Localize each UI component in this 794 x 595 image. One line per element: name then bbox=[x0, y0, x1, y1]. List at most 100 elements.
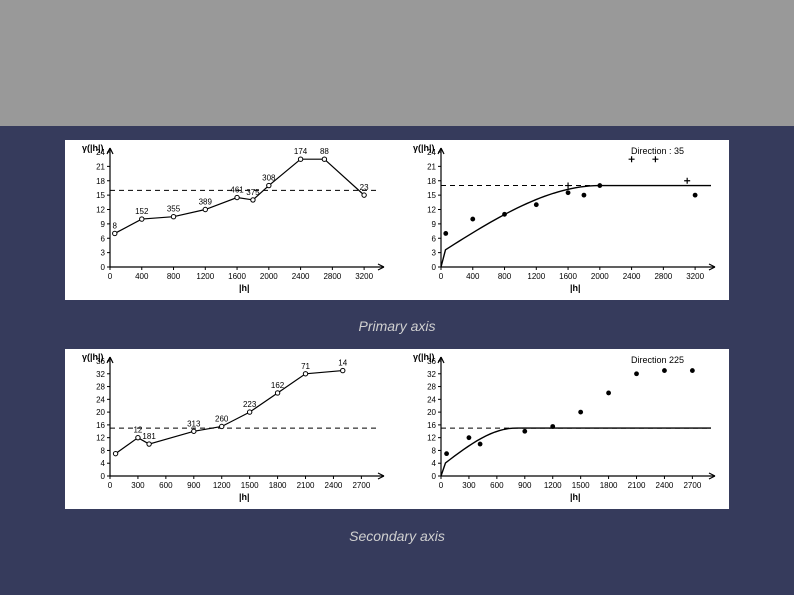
svg-text:32: 32 bbox=[96, 370, 105, 379]
svg-text:2400: 2400 bbox=[325, 481, 343, 490]
svg-text:900: 900 bbox=[518, 481, 532, 490]
svg-text:2400: 2400 bbox=[656, 481, 674, 490]
svg-text:308: 308 bbox=[262, 174, 276, 183]
svg-text:9: 9 bbox=[432, 220, 437, 229]
svg-text:16: 16 bbox=[96, 421, 105, 430]
svg-text:1200: 1200 bbox=[213, 481, 231, 490]
svg-text:2100: 2100 bbox=[628, 481, 646, 490]
svg-text:2400: 2400 bbox=[623, 272, 641, 281]
svg-text:600: 600 bbox=[159, 481, 173, 490]
svg-text:260: 260 bbox=[215, 414, 229, 423]
svg-text:3: 3 bbox=[432, 249, 437, 258]
svg-text:γ(|h|): γ(|h|) bbox=[82, 143, 104, 153]
svg-text:15: 15 bbox=[427, 191, 436, 200]
svg-text:0: 0 bbox=[108, 272, 113, 281]
svg-text:12: 12 bbox=[96, 434, 105, 443]
svg-text:355: 355 bbox=[167, 205, 181, 214]
svg-text:461: 461 bbox=[230, 186, 244, 195]
svg-text:300: 300 bbox=[131, 481, 145, 490]
svg-text:800: 800 bbox=[498, 272, 512, 281]
svg-text:3: 3 bbox=[101, 249, 106, 258]
svg-text:28: 28 bbox=[427, 383, 436, 392]
svg-text:1600: 1600 bbox=[228, 272, 246, 281]
svg-text:3200: 3200 bbox=[686, 272, 704, 281]
svg-text:21: 21 bbox=[427, 162, 436, 171]
svg-text:4: 4 bbox=[101, 459, 106, 468]
svg-text:375: 375 bbox=[246, 188, 260, 197]
chart-pair-primary: 0369121518212404008001200160020002400280… bbox=[65, 140, 729, 300]
svg-text:2400: 2400 bbox=[292, 272, 310, 281]
svg-text:1200: 1200 bbox=[196, 272, 214, 281]
caption-primary: Primary axis bbox=[0, 318, 794, 334]
panel-secondary: 0481216202428323603006009001200150018002… bbox=[65, 349, 729, 509]
svg-text:152: 152 bbox=[135, 207, 149, 216]
svg-text:2800: 2800 bbox=[323, 272, 341, 281]
svg-text:162: 162 bbox=[271, 381, 285, 390]
svg-text:0: 0 bbox=[101, 263, 106, 272]
svg-text:16: 16 bbox=[427, 421, 436, 430]
svg-text:24: 24 bbox=[427, 395, 436, 404]
svg-text:14: 14 bbox=[338, 359, 347, 368]
svg-text:γ(|h|): γ(|h|) bbox=[413, 143, 435, 153]
svg-text:181: 181 bbox=[142, 432, 156, 441]
svg-text:4: 4 bbox=[432, 459, 437, 468]
svg-text:2800: 2800 bbox=[654, 272, 672, 281]
svg-text:6: 6 bbox=[432, 234, 437, 243]
svg-text:2000: 2000 bbox=[260, 272, 278, 281]
svg-text:6: 6 bbox=[101, 234, 106, 243]
svg-text:400: 400 bbox=[466, 272, 480, 281]
svg-text:γ(|h|): γ(|h|) bbox=[413, 352, 435, 362]
svg-text:0: 0 bbox=[108, 481, 113, 490]
svg-text:0: 0 bbox=[432, 472, 437, 481]
svg-text:3200: 3200 bbox=[355, 272, 373, 281]
svg-text:9: 9 bbox=[101, 220, 106, 229]
svg-text:32: 32 bbox=[427, 370, 436, 379]
svg-text:8: 8 bbox=[101, 446, 106, 455]
svg-text:Direction 225: Direction 225 bbox=[631, 355, 684, 365]
svg-text:15: 15 bbox=[96, 191, 105, 200]
svg-text:20: 20 bbox=[427, 408, 436, 417]
svg-text:|h|: |h| bbox=[239, 492, 250, 502]
svg-text:600: 600 bbox=[490, 481, 504, 490]
svg-text:2100: 2100 bbox=[297, 481, 315, 490]
slide-body: 0369121518212404008001200160020002400280… bbox=[0, 126, 794, 595]
svg-text:0: 0 bbox=[439, 272, 444, 281]
svg-text:20: 20 bbox=[96, 408, 105, 417]
header-bar bbox=[0, 0, 794, 126]
svg-text:Direction : 35: Direction : 35 bbox=[631, 146, 684, 156]
svg-text:γ(|h|): γ(|h|) bbox=[82, 352, 104, 362]
svg-text:8: 8 bbox=[432, 446, 437, 455]
svg-text:800: 800 bbox=[167, 272, 181, 281]
svg-text:28: 28 bbox=[96, 383, 105, 392]
svg-text:1500: 1500 bbox=[241, 481, 259, 490]
svg-text:900: 900 bbox=[187, 481, 201, 490]
svg-text:0: 0 bbox=[432, 263, 437, 272]
svg-text:300: 300 bbox=[462, 481, 476, 490]
chart-pair-secondary: 0481216202428323603006009001200150018002… bbox=[65, 349, 729, 509]
svg-text:18: 18 bbox=[427, 177, 436, 186]
svg-text:2000: 2000 bbox=[591, 272, 609, 281]
svg-text:23: 23 bbox=[360, 183, 369, 192]
svg-text:1800: 1800 bbox=[269, 481, 287, 490]
svg-text:88: 88 bbox=[320, 147, 329, 156]
svg-text:24: 24 bbox=[96, 395, 105, 404]
svg-text:21: 21 bbox=[96, 162, 105, 171]
svg-text:2700: 2700 bbox=[352, 481, 370, 490]
svg-text:12: 12 bbox=[427, 434, 436, 443]
svg-text:12: 12 bbox=[96, 206, 105, 215]
panel-primary: 0369121518212404008001200160020002400280… bbox=[65, 140, 729, 300]
svg-text:71: 71 bbox=[301, 362, 310, 371]
svg-text:389: 389 bbox=[199, 198, 213, 207]
svg-text:223: 223 bbox=[243, 400, 257, 409]
svg-text:1800: 1800 bbox=[600, 481, 618, 490]
svg-text:1500: 1500 bbox=[572, 481, 590, 490]
svg-text:313: 313 bbox=[187, 419, 201, 428]
svg-text:2700: 2700 bbox=[683, 481, 701, 490]
svg-text:|h|: |h| bbox=[570, 283, 581, 293]
svg-text:8: 8 bbox=[113, 221, 118, 230]
svg-text:1600: 1600 bbox=[559, 272, 577, 281]
caption-secondary: Secondary axis bbox=[0, 528, 794, 544]
svg-text:18: 18 bbox=[96, 177, 105, 186]
svg-text:|h|: |h| bbox=[570, 492, 581, 502]
svg-text:1200: 1200 bbox=[544, 481, 562, 490]
